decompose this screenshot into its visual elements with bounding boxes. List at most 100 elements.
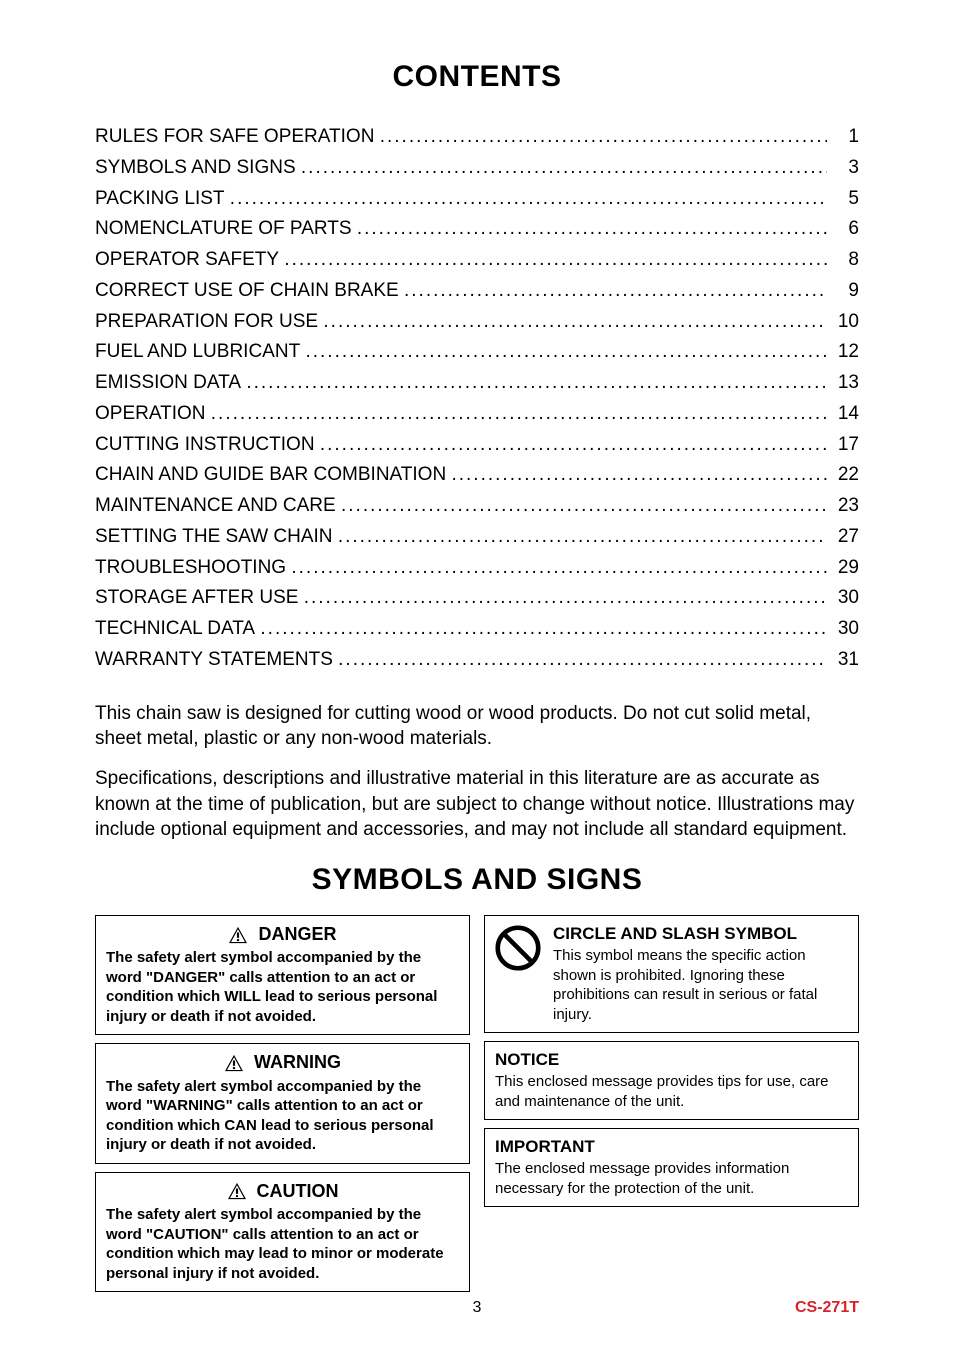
toc-label: OPERATION xyxy=(95,399,211,430)
toc-page: 9 xyxy=(827,276,859,307)
right-column: CIRCLE AND SLASH SYMBOL This symbol mean… xyxy=(484,915,859,1292)
toc-dots xyxy=(246,368,827,399)
toc-page: 31 xyxy=(827,645,859,676)
danger-text: The safety alert symbol accompanied by t… xyxy=(106,948,459,1026)
toc-dots xyxy=(320,430,827,461)
warning-box: WARNING The safety alert symbol accompan… xyxy=(95,1043,470,1163)
toc-row: FUEL AND LUBRICANT 12 xyxy=(95,337,859,368)
intro-paragraph-1: This chain saw is designed for cutting w… xyxy=(95,701,859,752)
toc-dots xyxy=(284,245,827,276)
symbols-title: SYMBOLS AND SIGNS xyxy=(95,863,859,897)
toc-page: 29 xyxy=(827,553,859,584)
alert-triangle-icon xyxy=(228,926,248,944)
toc-page: 6 xyxy=(827,214,859,245)
toc-page: 27 xyxy=(827,522,859,553)
important-title: IMPORTANT xyxy=(495,1136,848,1158)
toc-label: CHAIN AND GUIDE BAR COMBINATION xyxy=(95,460,451,491)
toc-dots xyxy=(301,153,827,184)
toc-label: CORRECT USE OF CHAIN BRAKE xyxy=(95,276,404,307)
toc-page: 10 xyxy=(827,307,859,338)
toc-page: 8 xyxy=(827,245,859,276)
important-text: The enclosed message provides informatio… xyxy=(495,1159,848,1198)
toc-row: WARRANTY STATEMENTS 31 xyxy=(95,645,859,676)
circle-slash-box: CIRCLE AND SLASH SYMBOL This symbol mean… xyxy=(484,915,859,1033)
danger-header: DANGER xyxy=(106,923,459,946)
toc-row: NOMENCLATURE OF PARTS 6 xyxy=(95,214,859,245)
toc-dots xyxy=(338,645,827,676)
toc-label: PACKING LIST xyxy=(95,184,230,215)
danger-box: DANGER The safety alert symbol accompani… xyxy=(95,915,470,1035)
toc-page: 14 xyxy=(827,399,859,430)
toc-dots xyxy=(260,614,827,645)
toc-label: MAINTENANCE AND CARE xyxy=(95,491,341,522)
caution-header: CAUTION xyxy=(106,1180,459,1203)
toc-row: CUTTING INSTRUCTION 17 xyxy=(95,430,859,461)
circle-text: This symbol means the specific action sh… xyxy=(553,946,848,1024)
important-box: IMPORTANT The enclosed message provides … xyxy=(484,1128,859,1207)
circle-slash-icon xyxy=(495,925,541,971)
toc-row: EMISSION DATA 13 xyxy=(95,368,859,399)
toc-label: TECHNICAL DATA xyxy=(95,614,260,645)
left-column: DANGER The safety alert symbol accompani… xyxy=(95,915,470,1292)
toc-page: 23 xyxy=(827,491,859,522)
toc-page: 3 xyxy=(827,153,859,184)
toc-label: TROUBLESHOOTING xyxy=(95,553,291,584)
circle-title: CIRCLE AND SLASH SYMBOL xyxy=(553,923,848,945)
notice-box: NOTICE This enclosed message provides ti… xyxy=(484,1041,859,1120)
toc-label: WARRANTY STATEMENTS xyxy=(95,645,338,676)
toc-dots xyxy=(291,553,827,584)
contents-title: CONTENTS xyxy=(95,60,859,94)
toc-label: RULES FOR SAFE OPERATION xyxy=(95,122,380,153)
warning-header: WARNING xyxy=(106,1051,459,1074)
toc-row: STORAGE AFTER USE 30 xyxy=(95,583,859,614)
toc-dots xyxy=(211,399,827,430)
toc-label: STORAGE AFTER USE xyxy=(95,583,304,614)
toc-label: EMISSION DATA xyxy=(95,368,246,399)
toc-page: 5 xyxy=(827,184,859,215)
notice-text: This enclosed message provides tips for … xyxy=(495,1072,848,1111)
toc-row: CHAIN AND GUIDE BAR COMBINATION 22 xyxy=(95,460,859,491)
toc-row: OPERATOR SAFETY 8 xyxy=(95,245,859,276)
toc-dots xyxy=(323,307,827,338)
warning-title: WARNING xyxy=(254,1051,341,1074)
toc-row: RULES FOR SAFE OPERATION 1 xyxy=(95,122,859,153)
toc-label: SETTING THE SAW CHAIN xyxy=(95,522,338,553)
toc-dots xyxy=(380,122,827,153)
toc-label: FUEL AND LUBRICANT xyxy=(95,337,305,368)
toc-page: 13 xyxy=(827,368,859,399)
toc-row: TECHNICAL DATA 30 xyxy=(95,614,859,645)
alert-triangle-icon xyxy=(224,1054,244,1072)
alert-triangle-icon xyxy=(227,1182,247,1200)
toc-dots xyxy=(338,522,827,553)
caution-box: CAUTION The safety alert symbol accompan… xyxy=(95,1172,470,1292)
toc-page: 12 xyxy=(827,337,859,368)
toc-row: SETTING THE SAW CHAIN 27 xyxy=(95,522,859,553)
toc-dots xyxy=(404,276,827,307)
toc-row: TROUBLESHOOTING 29 xyxy=(95,553,859,584)
toc-page: 30 xyxy=(827,614,859,645)
notice-title: NOTICE xyxy=(495,1049,848,1071)
toc-label: PREPARATION FOR USE xyxy=(95,307,323,338)
toc-page: 22 xyxy=(827,460,859,491)
toc-dots xyxy=(357,214,827,245)
footer-model: CS-271T xyxy=(795,1299,859,1317)
toc-dots xyxy=(341,491,827,522)
toc-dots xyxy=(304,583,827,614)
toc-dots xyxy=(230,184,827,215)
toc-page: 1 xyxy=(827,122,859,153)
toc-row: CORRECT USE OF CHAIN BRAKE 9 xyxy=(95,276,859,307)
toc-row: PREPARATION FOR USE 10 xyxy=(95,307,859,338)
intro-paragraph-2: Specifications, descriptions and illustr… xyxy=(95,766,859,843)
toc-label: SYMBOLS AND SIGNS xyxy=(95,153,301,184)
toc-label: NOMENCLATURE OF PARTS xyxy=(95,214,357,245)
toc-dots xyxy=(305,337,827,368)
danger-title: DANGER xyxy=(258,923,336,946)
toc-page: 30 xyxy=(827,583,859,614)
toc-label: CUTTING INSTRUCTION xyxy=(95,430,320,461)
toc-label: OPERATOR SAFETY xyxy=(95,245,284,276)
warning-text: The safety alert symbol accompanied by t… xyxy=(106,1077,459,1155)
toc-dots xyxy=(451,460,827,491)
toc-row: PACKING LIST 5 xyxy=(95,184,859,215)
toc-page: 17 xyxy=(827,430,859,461)
symbols-columns: DANGER The safety alert symbol accompani… xyxy=(95,915,859,1292)
